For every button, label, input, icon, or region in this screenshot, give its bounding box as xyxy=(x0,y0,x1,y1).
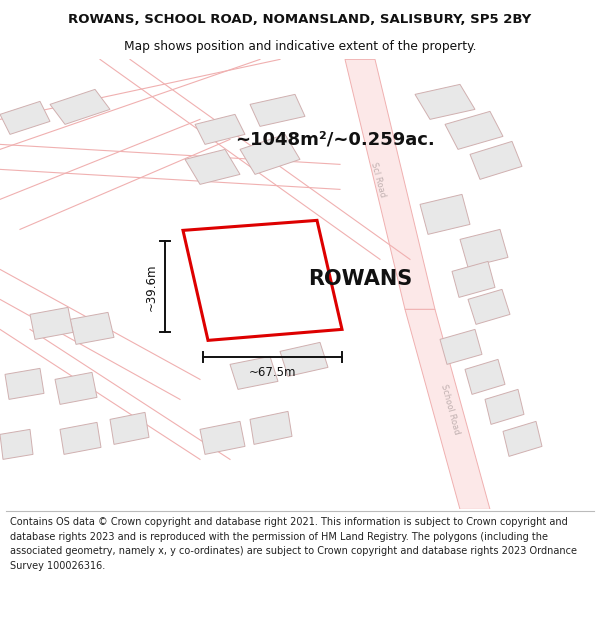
Polygon shape xyxy=(452,261,495,298)
Text: ~1048m²/~0.259ac.: ~1048m²/~0.259ac. xyxy=(235,131,435,148)
Polygon shape xyxy=(420,194,470,234)
Text: School Road: School Road xyxy=(439,383,461,436)
Text: ~67.5m: ~67.5m xyxy=(249,366,296,379)
Polygon shape xyxy=(0,101,50,134)
Polygon shape xyxy=(440,329,482,364)
Polygon shape xyxy=(30,308,73,339)
Polygon shape xyxy=(50,89,110,124)
Text: ROWANS: ROWANS xyxy=(308,269,412,289)
Polygon shape xyxy=(110,412,149,444)
Polygon shape xyxy=(240,134,300,174)
Polygon shape xyxy=(405,309,490,509)
Polygon shape xyxy=(485,389,524,424)
Polygon shape xyxy=(250,411,292,444)
Polygon shape xyxy=(468,289,510,324)
Text: ~39.6m: ~39.6m xyxy=(145,263,158,311)
Polygon shape xyxy=(503,421,542,456)
Polygon shape xyxy=(280,342,328,376)
Polygon shape xyxy=(460,229,508,268)
Polygon shape xyxy=(5,368,44,399)
Polygon shape xyxy=(195,114,245,144)
Polygon shape xyxy=(185,149,240,184)
Polygon shape xyxy=(445,111,503,149)
Polygon shape xyxy=(250,94,305,126)
Polygon shape xyxy=(345,59,435,309)
Text: Map shows position and indicative extent of the property.: Map shows position and indicative extent… xyxy=(124,41,476,53)
Text: Contains OS data © Crown copyright and database right 2021. This information is : Contains OS data © Crown copyright and d… xyxy=(10,518,577,571)
Polygon shape xyxy=(60,422,101,454)
Polygon shape xyxy=(465,359,505,394)
Polygon shape xyxy=(70,312,114,344)
Polygon shape xyxy=(55,372,97,404)
Text: ROWANS, SCHOOL ROAD, NOMANSLAND, SALISBURY, SP5 2BY: ROWANS, SCHOOL ROAD, NOMANSLAND, SALISBU… xyxy=(68,13,532,26)
Polygon shape xyxy=(230,356,278,389)
Polygon shape xyxy=(415,84,475,119)
Polygon shape xyxy=(200,421,245,454)
Polygon shape xyxy=(470,141,522,179)
Text: Scl Road: Scl Road xyxy=(369,161,387,198)
Polygon shape xyxy=(0,429,33,459)
